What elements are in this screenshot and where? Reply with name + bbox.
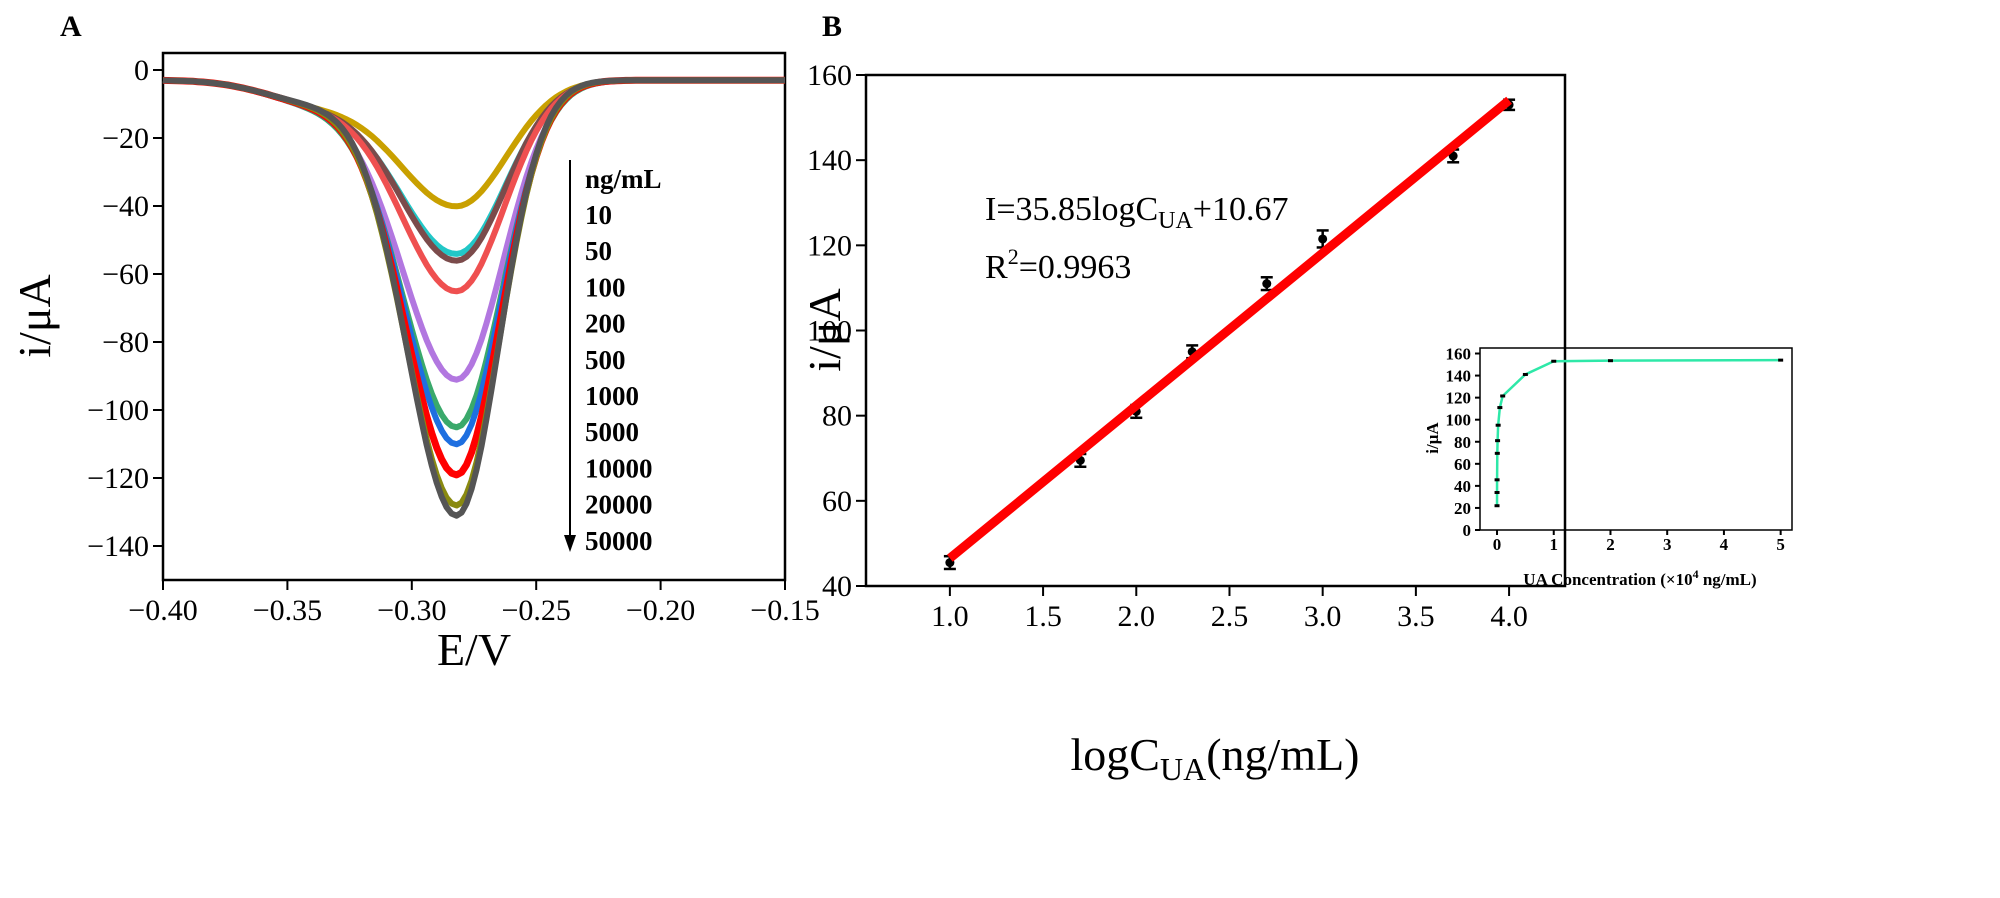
eq-sub: UA <box>1158 208 1193 234</box>
b-y-tick-label: 120 <box>807 229 852 262</box>
x-axis-label: logCUA(ng/mL) <box>1071 729 1360 787</box>
inset-y-tick-label: 120 <box>1446 389 1472 408</box>
legend-entry: 10000 <box>585 453 653 483</box>
legend-entry: 20000 <box>585 490 653 520</box>
series-line-1000 <box>162 77 785 431</box>
b-x-tick-label: 1.5 <box>1024 600 1062 633</box>
legend-arrowhead <box>564 535 576 552</box>
inset-x-tick-label: 3 <box>1663 535 1672 554</box>
inset-y-axis-label: i/μA <box>1423 422 1442 454</box>
x-axis-label: E/V <box>437 624 511 675</box>
inset-line <box>1495 358 1781 506</box>
series-line-50 <box>162 77 785 257</box>
inset-chart: 0 1 2 3 4 5 0 20 40 60 80 100 120 140 160 i/μA UA Concen… <box>1423 345 1793 589</box>
b-y-tick-label: 60 <box>822 485 852 518</box>
inset-x-label-sup: 4 <box>1693 567 1699 581</box>
legend-entry: 5000 <box>585 417 639 447</box>
inset-y-tick-label: 40 <box>1454 477 1471 496</box>
inset-x-label-suffix: ng/mL) <box>1699 570 1757 589</box>
series-line-50000 <box>162 77 785 519</box>
legend-entry: 1000 <box>585 381 639 411</box>
legend-entry: 50000 <box>585 526 653 556</box>
panel-b-chart: 1.0 1.5 2.0 2.5 3.0 3.5 4.0406080100120140160l… <box>799 59 1567 787</box>
b-x-tick-label: 4.0 <box>1490 600 1528 633</box>
b-y-tick-label: 80 <box>822 400 852 433</box>
inset-x-tick-label: 1 <box>1549 535 1558 554</box>
b-y-tick-label: 140 <box>807 144 852 177</box>
data-point <box>1318 234 1328 244</box>
panel-label-b: B <box>822 10 842 43</box>
b-y-tick-label: 40 <box>822 570 852 603</box>
inset-y-tick-label: 60 <box>1454 455 1471 474</box>
a-y-tick-label: −80 <box>102 326 149 359</box>
legend-entry: 10 <box>585 200 612 230</box>
legend-entry: 200 <box>585 309 626 339</box>
series-line-200 <box>162 77 785 295</box>
inset-y-tick-label: 80 <box>1454 433 1471 452</box>
legend-entry: 50 <box>585 236 612 266</box>
legend-title: ng/mL <box>585 164 662 194</box>
x-label-sub: UA <box>1160 751 1206 787</box>
a-y-tick-label: −100 <box>87 394 149 427</box>
b-x-tick-label: 1.0 <box>931 600 969 633</box>
a-x-tick-label: −0.20 <box>626 594 695 627</box>
eq-suffix: +10.67 <box>1193 191 1289 228</box>
a-y-tick-label: −120 <box>87 462 149 495</box>
x-label-suffix: (ng/mL) <box>1206 729 1359 780</box>
inset-x-tick-label: 0 <box>1493 535 1502 554</box>
r-squared: R2=0.9963 <box>985 244 1131 286</box>
b-x-tick-label: 2.5 <box>1211 600 1249 633</box>
b-y-tick-label: 160 <box>807 59 852 92</box>
y-axis-label: i/μA <box>799 288 850 371</box>
r2-suffix: =0.9963 <box>1019 249 1132 286</box>
fit-equation: I=35.85logCUA+10.67 <box>985 191 1288 234</box>
eq-main: I=35.85logC <box>985 191 1158 228</box>
inset-y-tick-label: 0 <box>1463 521 1472 540</box>
a-x-tick-label: −0.35 <box>253 594 322 627</box>
inset-y-tick-label: 140 <box>1446 367 1472 386</box>
legend-entry: 100 <box>585 272 626 302</box>
b-x-tick-label: 3.5 <box>1397 600 1435 633</box>
inset-x-tick-label: 5 <box>1776 535 1785 554</box>
a-y-tick-label: −60 <box>102 258 149 291</box>
inset-plot-frame <box>1479 347 1793 531</box>
inset-y-tick-label: 100 <box>1446 411 1472 430</box>
b-x-tick-label: 2.0 <box>1118 600 1156 633</box>
inset-x-tick-label: 2 <box>1606 535 1615 554</box>
r2-main: R <box>985 249 1008 286</box>
series-line-500 <box>162 77 785 383</box>
panel-label-a: A <box>60 10 82 43</box>
a-plot-frame <box>161 51 787 582</box>
fit-line <box>947 96 1512 562</box>
panel-a-chart: −0.40 −0.35 −0.30 −0.25 −0.20 −0.15 0 −20 −40 −60… <box>9 51 820 675</box>
a-y-tick-label: −140 <box>87 530 149 563</box>
a-y-tick-label: 0 <box>134 54 149 87</box>
series-line-10 <box>162 77 785 210</box>
legend-entry: 500 <box>585 345 626 375</box>
a-x-tick-label: −0.15 <box>750 594 819 627</box>
series-line-5000 <box>162 77 785 448</box>
a-x-tick-label: −0.25 <box>501 594 570 627</box>
b-y-tick-label: 100 <box>807 315 852 348</box>
inset-y-tick-label: 20 <box>1454 499 1471 518</box>
inset-x-tick-label: 4 <box>1720 535 1729 554</box>
series-line-100 <box>162 77 785 264</box>
b-x-tick-label: 3.0 <box>1304 600 1342 633</box>
a-x-tick-label: −0.30 <box>377 594 446 627</box>
inset-x-axis-label: UA Concentration (×104 ng/mL) <box>1523 567 1756 589</box>
a-y-tick-label: −20 <box>102 122 149 155</box>
inset-x-label-main: UA Concentration (×10 <box>1523 570 1692 589</box>
a-x-tick-label: −0.40 <box>128 594 197 627</box>
y-axis-label: i/μA <box>9 274 60 357</box>
a-y-tick-label: −40 <box>102 190 149 223</box>
inset-y-tick-label: 160 <box>1446 345 1472 364</box>
x-label-main: logC <box>1071 729 1160 780</box>
data-point <box>1262 279 1272 289</box>
r2-sup: 2 <box>1008 244 1019 269</box>
